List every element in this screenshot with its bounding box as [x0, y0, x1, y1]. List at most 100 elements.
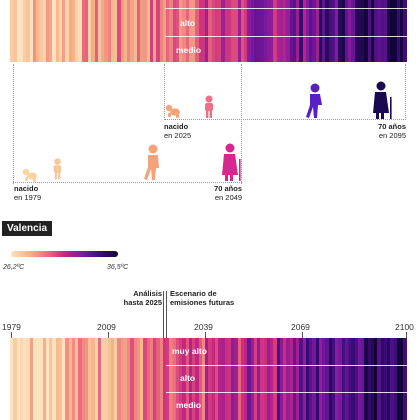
- stripe: [270, 0, 274, 62]
- stripe: [211, 0, 215, 62]
- stripe: [68, 338, 72, 420]
- stripe: [36, 0, 40, 62]
- stripe: [341, 0, 345, 62]
- stripe: [136, 0, 140, 62]
- stripe: [65, 338, 69, 420]
- stripe: [84, 0, 88, 62]
- stripe: [318, 338, 322, 420]
- scenario-annotation: Escenario de emisiones futuras: [170, 289, 235, 307]
- stripe: [140, 338, 144, 420]
- stripe: [97, 338, 101, 420]
- stripe: [387, 0, 391, 62]
- stripe: [286, 338, 290, 420]
- axis-tick: [108, 332, 109, 338]
- stripe: [224, 0, 228, 62]
- stripe: [55, 338, 59, 420]
- stripe: [104, 338, 108, 420]
- scenario-label-high: alto: [180, 18, 196, 28]
- stripe: [133, 338, 137, 420]
- stripe: [234, 0, 238, 62]
- stripe: [136, 338, 140, 420]
- stripe: [257, 0, 261, 62]
- stripe: [393, 338, 397, 420]
- timeline-guide: [405, 64, 406, 120]
- stripe: [253, 0, 257, 62]
- stripe: [97, 0, 101, 62]
- stripe: [344, 0, 348, 62]
- scenario-divider: [166, 392, 407, 393]
- stripe: [377, 0, 381, 62]
- stripe: [81, 0, 85, 62]
- stripe: [396, 338, 400, 420]
- label-born-2025: nacido en 2025: [164, 122, 191, 140]
- stripe: [175, 0, 179, 62]
- stripe: [104, 0, 108, 62]
- stripe: [55, 0, 59, 62]
- stripe: [211, 338, 215, 420]
- stripe: [110, 338, 114, 420]
- stripe: [231, 338, 235, 420]
- age70-label: 70 años: [214, 184, 242, 193]
- stripe: [117, 338, 121, 420]
- stripe: [29, 338, 33, 420]
- stripe: [123, 0, 127, 62]
- stripe: [273, 0, 277, 62]
- stripe: [68, 0, 72, 62]
- stripe: [354, 0, 358, 62]
- scenario-divider: [165, 36, 407, 37]
- stripe: [140, 0, 144, 62]
- stripe: [62, 338, 66, 420]
- stripe: [182, 0, 186, 62]
- born-year: en 1979: [14, 193, 42, 202]
- stripe: [237, 338, 241, 420]
- stripe: [351, 338, 355, 420]
- stripe: [45, 338, 49, 420]
- stripe: [357, 0, 361, 62]
- stripe: [71, 338, 75, 420]
- stripe: [335, 338, 339, 420]
- legend-gradient: [11, 251, 118, 257]
- stripe: [322, 338, 326, 420]
- stripe: [240, 0, 244, 62]
- age70-year: en 2049: [214, 193, 242, 202]
- stripe: [75, 0, 79, 62]
- stripe: [390, 338, 394, 420]
- stripe: [315, 0, 319, 62]
- stripe: [263, 338, 267, 420]
- stripe: [71, 0, 75, 62]
- stripe: [266, 338, 270, 420]
- scenario-label-medium: medio: [176, 400, 202, 410]
- stripe: [169, 0, 173, 62]
- analysis-annotation: Análisis hasta 2025: [123, 289, 162, 307]
- stripe: [201, 0, 205, 62]
- stripe: [32, 0, 36, 62]
- stripe: [351, 0, 355, 62]
- timeline-guide: [164, 64, 165, 120]
- scenario-label-medium: medio: [176, 45, 202, 55]
- stripe: [32, 338, 36, 420]
- stripe: [23, 0, 27, 62]
- stripe: [253, 338, 257, 420]
- stripe: [192, 0, 196, 62]
- stripe: [400, 0, 404, 62]
- stripe: [149, 0, 153, 62]
- stripe: [39, 0, 43, 62]
- stripe: [338, 338, 342, 420]
- label-70-2049: 70 años en 2049: [196, 184, 242, 202]
- stripe: [107, 338, 111, 420]
- stripe: [224, 338, 228, 420]
- stripe: [114, 0, 118, 62]
- stripe: [364, 0, 368, 62]
- stripe: [305, 0, 309, 62]
- stripe: [227, 0, 231, 62]
- stripe: [78, 338, 82, 420]
- stripe: [120, 0, 124, 62]
- stripe: [234, 338, 238, 420]
- stripe: [58, 0, 62, 62]
- timeline-guide: [13, 64, 14, 184]
- stripe: [16, 338, 20, 420]
- stripe: [214, 338, 218, 420]
- stripe: [296, 338, 300, 420]
- stripe: [279, 0, 283, 62]
- stripe: [172, 0, 176, 62]
